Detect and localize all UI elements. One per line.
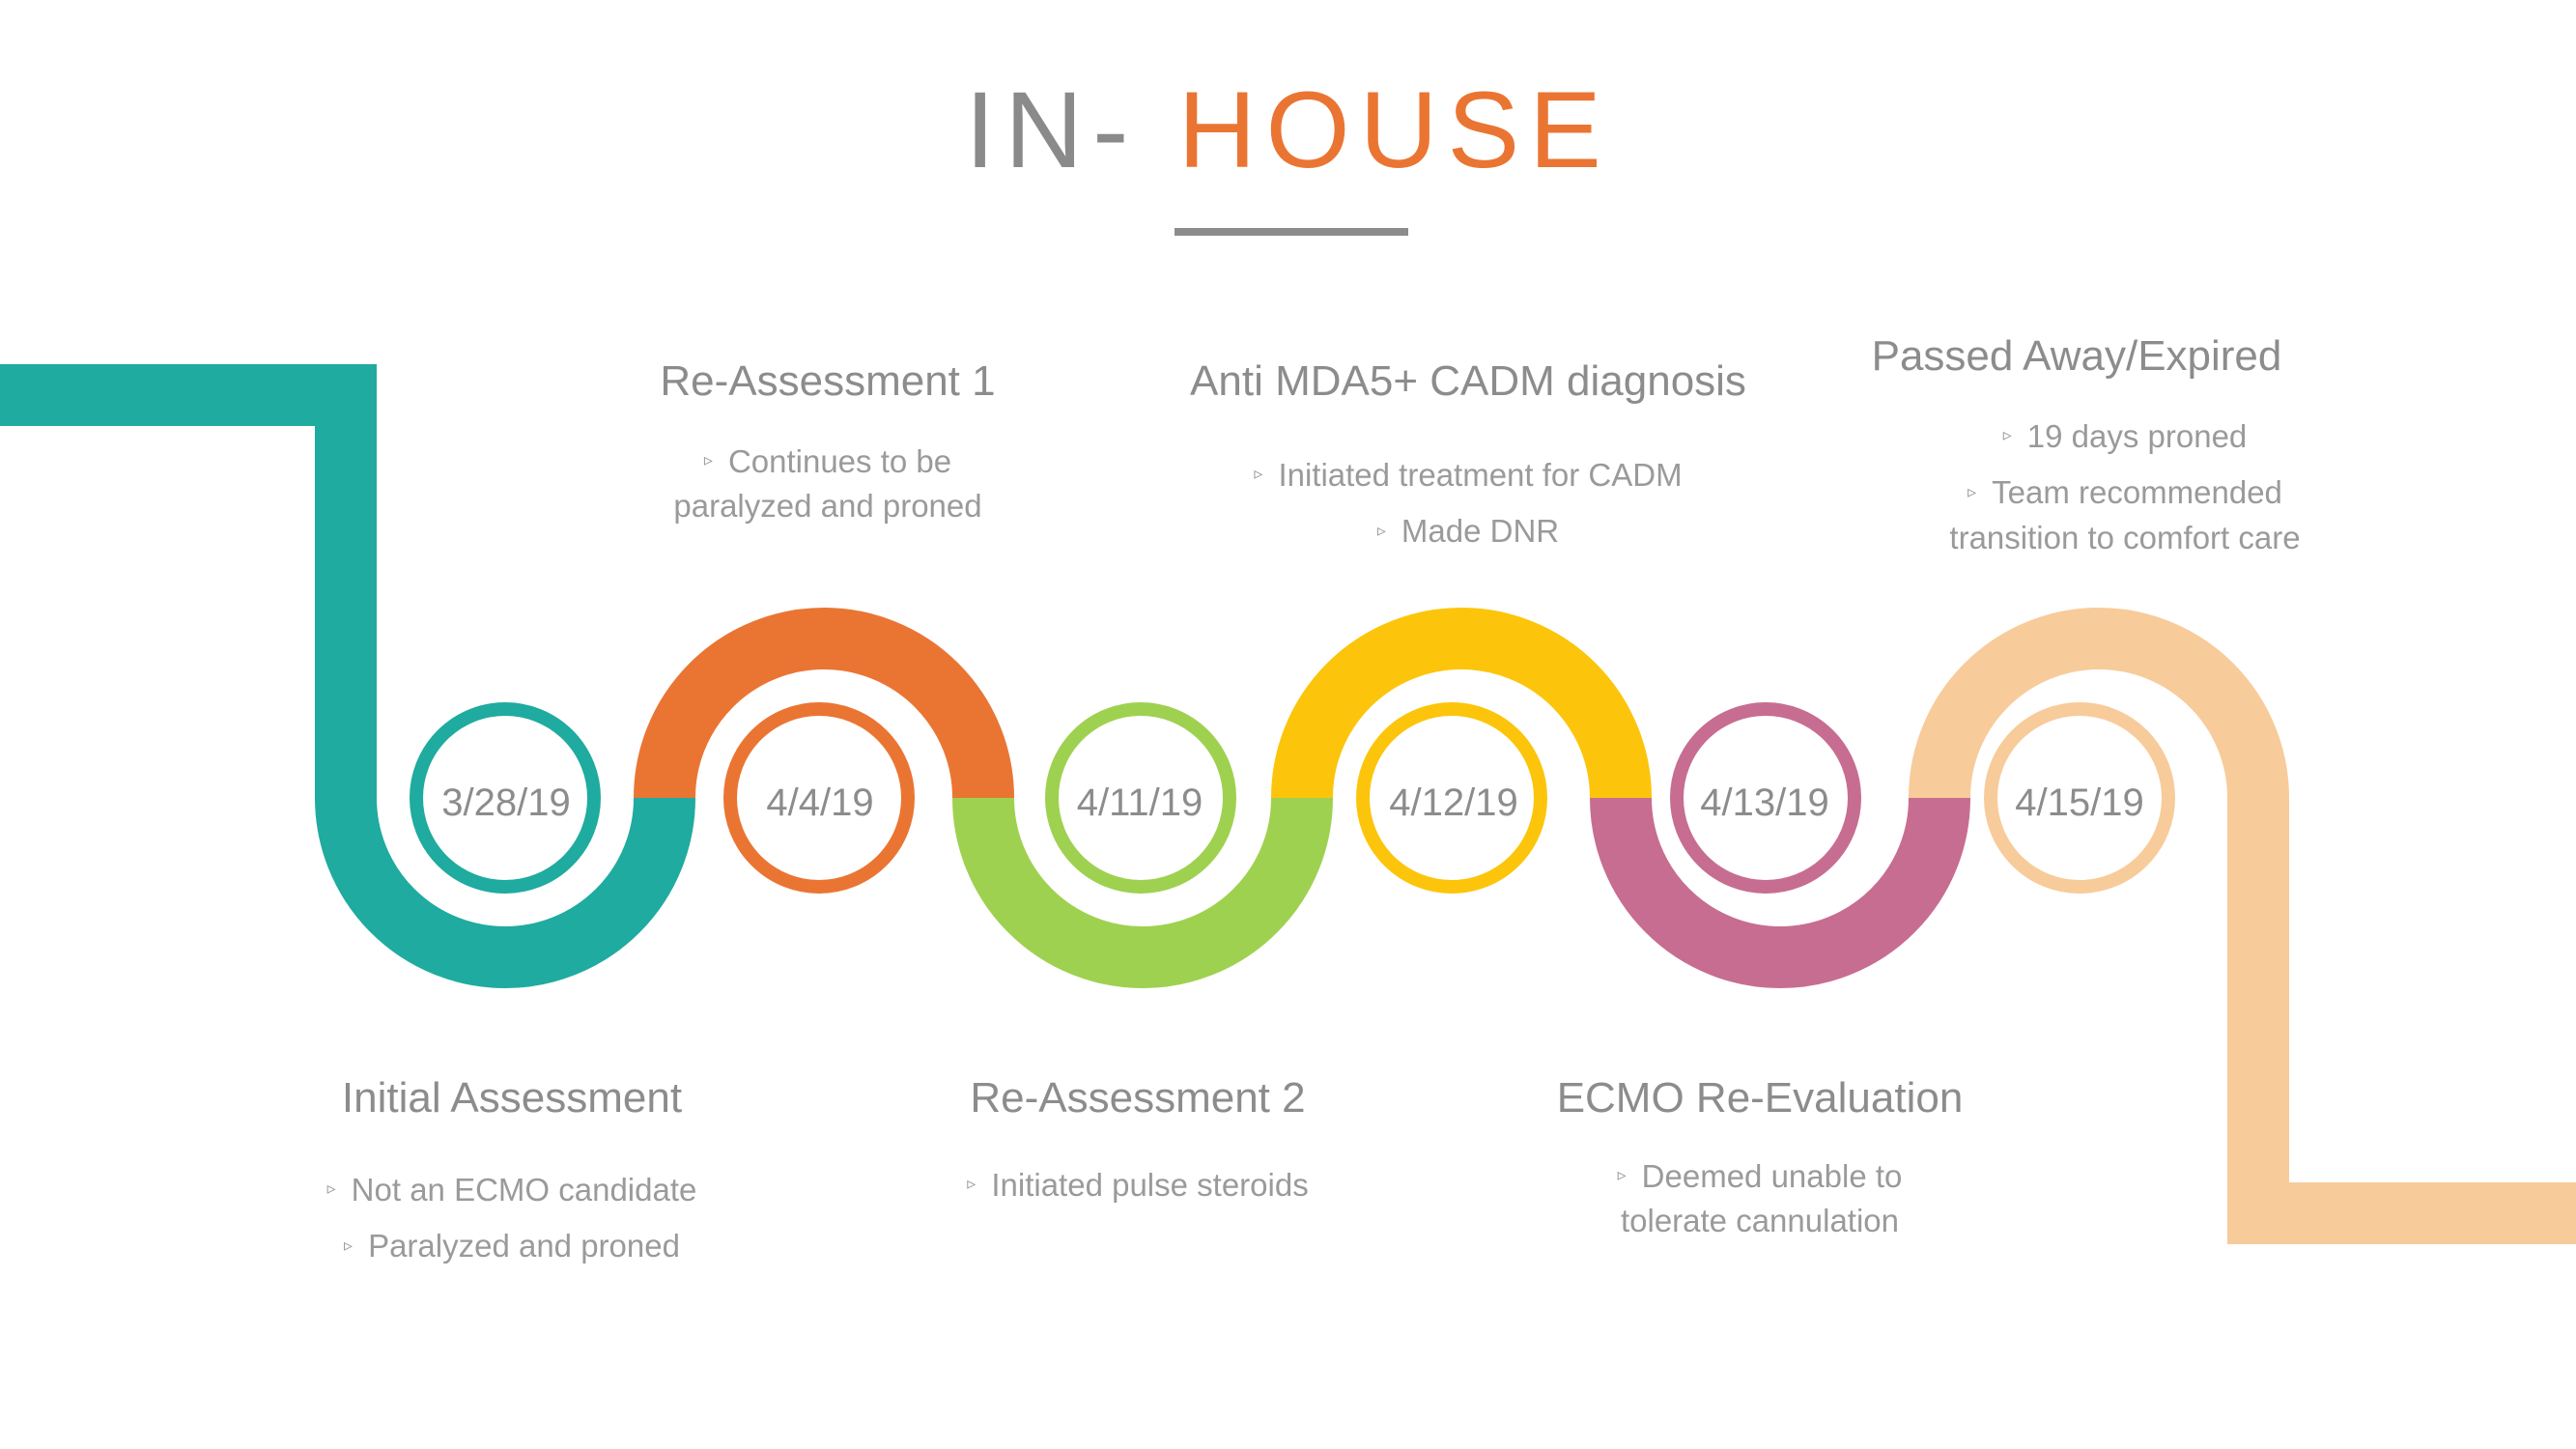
date-ring-1 <box>410 702 601 894</box>
bullet-text: Paralyzed and proned <box>368 1228 680 1264</box>
date-ring-5 <box>1670 702 1861 894</box>
bullet-item: ▹ Made DNR <box>1130 510 1806 554</box>
track-teal-segment <box>0 364 695 988</box>
bullet-item: ▹ 19 days proned <box>1845 415 2405 460</box>
event-bullets-2: ▹ Continues to be paralyzed and proned <box>654 440 1002 539</box>
bullet-item: ▹ Initiated pulse steroids <box>848 1164 1428 1208</box>
bullet-triangle-icon: ▹ <box>1617 1165 1627 1185</box>
event-title-3: Re-Assessment 2 <box>970 1074 1306 1122</box>
title-part-house: HOUSE <box>1177 70 1611 190</box>
bullet-text: Continues to be paralyzed and proned <box>673 443 982 525</box>
bullet-text: Made DNR <box>1401 513 1560 550</box>
bullet-item: ▹ Paralyzed and proned <box>222 1225 802 1269</box>
bullet-triangle-icon: ▹ <box>703 450 713 470</box>
event-bullets-5: ▹ Deemed unable to tolerate cannulation <box>1596 1155 1924 1254</box>
date-ring-6 <box>1984 702 2175 894</box>
event-bullets-1: ▹ Not an ECMO candidate ▹ Paralyzed and pr… <box>222 1169 802 1282</box>
track-orange-segment <box>634 608 1014 799</box>
event-bullets-3: ▹ Initiated pulse steroids <box>848 1164 1428 1220</box>
track-pink-segment <box>1590 797 1970 988</box>
bullet-item: ▹ Continues to be paralyzed and proned <box>654 440 1002 527</box>
event-bullets-4: ▹ Initiated treatment for CADM ▹ Made DNR <box>1130 454 1806 567</box>
bullet-text: 19 days proned <box>2026 418 2248 454</box>
event-bullets-6: ▹ 19 days proned ▹ Team recommended transi… <box>1845 415 2405 571</box>
event-title-2: Re-Assessment 1 <box>660 357 996 405</box>
track-green-segment <box>952 797 1333 988</box>
date-label-3: 4/11/19 <box>1076 781 1203 824</box>
date-ring-3 <box>1045 702 1236 894</box>
track-peach-segment <box>1909 608 2576 1244</box>
date-label-4: 4/12/19 <box>1389 781 1518 824</box>
bullet-triangle-icon: ▹ <box>1967 481 1977 501</box>
date-label-6: 4/15/19 <box>2015 781 2144 824</box>
date-label-5: 4/13/19 <box>1700 781 1829 824</box>
bullet-triangle-icon: ▹ <box>344 1235 354 1255</box>
bullet-item: ▹ Initiated treatment for CADM <box>1130 454 1806 498</box>
date-ring-2 <box>723 702 915 894</box>
bullet-text: Not an ECMO candidate <box>351 1172 697 1208</box>
event-title-1: Initial Assessment <box>341 1074 683 1122</box>
track-yellow-segment <box>1271 608 1652 799</box>
date-label-1: 3/28/19 <box>441 781 571 824</box>
bullet-triangle-icon: ▹ <box>1254 464 1263 484</box>
bullet-item: ▹ Not an ECMO candidate <box>222 1169 802 1213</box>
date-ring-4 <box>1356 702 1547 894</box>
bullet-triangle-icon: ▹ <box>1376 520 1386 540</box>
event-title-5: ECMO Re-Evaluation <box>1556 1074 1964 1122</box>
title-part-in: IN- <box>965 70 1139 190</box>
event-title-4: Anti MDA5+ CADM diagnosis <box>1190 357 1746 405</box>
bullet-triangle-icon: ▹ <box>326 1179 336 1199</box>
bullet-text: Team recommended transition to comfort c… <box>1949 474 2301 555</box>
bullet-text: Deemed unable to tolerate cannulation <box>1620 1158 1903 1239</box>
page-title: IN- HOUSE <box>0 68 2576 193</box>
bullet-text: Initiated treatment for CADM <box>1278 457 1683 493</box>
date-label-2: 4/4/19 <box>766 781 874 824</box>
event-title-6: Passed Away/Expired <box>1871 332 2282 380</box>
bullet-item: ▹ Team recommended transition to comfort … <box>1845 471 2405 558</box>
bullet-item: ▹ Deemed unable to tolerate cannulation <box>1596 1155 1924 1242</box>
bullet-text: Initiated pulse steroids <box>991 1167 1309 1203</box>
title-underline <box>1175 228 1408 236</box>
bullet-triangle-icon: ▹ <box>967 1174 977 1194</box>
bullet-triangle-icon: ▹ <box>2002 425 2012 445</box>
